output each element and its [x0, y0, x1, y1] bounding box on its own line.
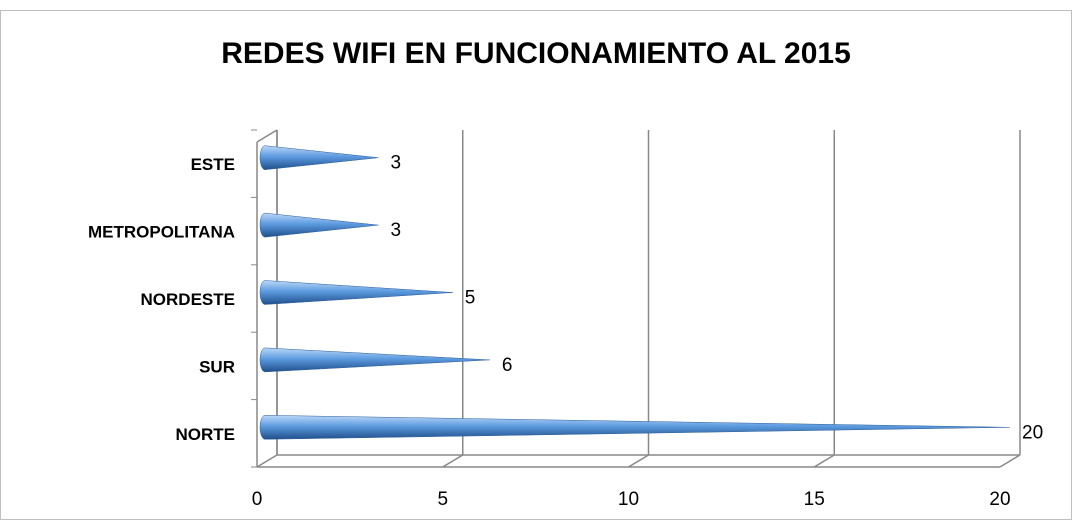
chart-title: REDES WIFI EN FUNCIONAMIENTO AL 2015 — [221, 37, 851, 70]
bar — [259, 145, 379, 170]
bar — [259, 212, 379, 238]
x-tick-label: 20 — [989, 489, 1010, 510]
x-tick-label: 5 — [437, 489, 448, 510]
floor-line — [442, 454, 464, 468]
data-label: 20 — [1022, 422, 1043, 443]
data-label: 5 — [465, 288, 476, 309]
data-label: 3 — [390, 220, 401, 241]
bar — [259, 415, 1011, 440]
y-tick-label: NORDESTE — [141, 290, 235, 309]
x-tick-label: 15 — [804, 489, 825, 510]
floor-line — [628, 454, 649, 468]
x-tick-label: 0 — [252, 489, 263, 510]
bar — [259, 280, 453, 305]
x-tick-label: 10 — [618, 489, 639, 510]
floor-line — [813, 454, 835, 468]
y-tick-label: ESTE — [191, 155, 235, 174]
y-tick-label: NORTE — [176, 425, 236, 444]
bar — [259, 347, 490, 373]
axis-line — [256, 129, 278, 143]
y-tick-label: METROPOLITANA — [88, 223, 235, 242]
floor-line — [999, 454, 1021, 468]
y-tick-label: SUR — [199, 357, 235, 376]
data-label: 6 — [502, 355, 513, 376]
data-label: 3 — [390, 153, 401, 174]
floor-line — [256, 454, 278, 468]
chart-border — [0, 10, 1072, 520]
